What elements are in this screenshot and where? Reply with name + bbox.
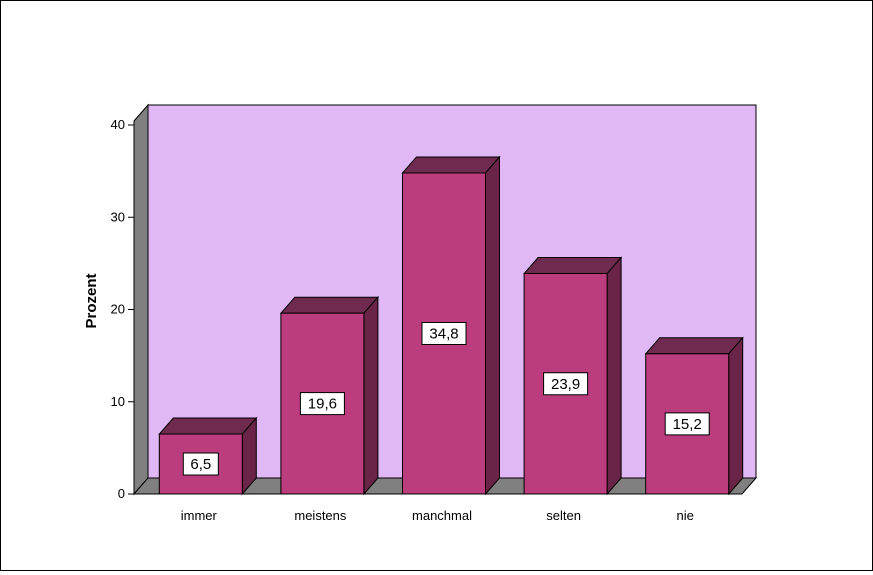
x-tick-label: immer [181, 508, 218, 523]
data-label: 15,2 [673, 416, 702, 433]
x-tick-label: meistens [294, 508, 347, 523]
data-label: 23,9 [551, 376, 580, 393]
bar: 6,5 [158, 416, 258, 496]
side-wall [133, 103, 149, 496]
bar-top [522, 257, 623, 275]
bar: 23,9 [522, 256, 623, 496]
bar-side [485, 155, 500, 496]
data-label-box [299, 392, 345, 416]
data-label: 34,8 [429, 325, 458, 342]
bar-top [279, 296, 380, 314]
bar-top [401, 156, 501, 174]
y-tick-label: 10 [111, 394, 125, 409]
y-axis-label: Prozent [83, 273, 100, 328]
data-label-box [664, 412, 710, 436]
data-label-box [421, 321, 467, 345]
bar: 15,2 [644, 336, 744, 496]
x-tick-label: selten [546, 508, 581, 523]
x-tick-label: nie [677, 508, 694, 523]
bar-side [363, 295, 379, 496]
y-tick-label: 20 [111, 302, 125, 317]
data-label-box [182, 452, 219, 476]
bar: 19,6 [279, 295, 380, 496]
bar-top [158, 417, 258, 435]
x-axis-labels: immer meistens manchmal selten nie [181, 508, 694, 523]
bar-top [644, 337, 744, 355]
y-tick-label: 30 [111, 209, 125, 224]
y-tick-label: 0 [118, 486, 125, 501]
bar-side [606, 256, 622, 496]
bars: 6,5 19,6 34,8 23,9 15,2 [158, 155, 744, 496]
bar: 34,8 [401, 155, 501, 496]
x-tick-label: manchmal [412, 508, 472, 523]
data-label: 6,5 [190, 456, 211, 473]
y-axis: 0 10 20 30 40 [111, 117, 135, 501]
data-label-box [543, 372, 589, 396]
bar-side [728, 336, 744, 496]
data-label: 19,6 [308, 396, 337, 413]
y-tick-label: 40 [111, 117, 125, 132]
